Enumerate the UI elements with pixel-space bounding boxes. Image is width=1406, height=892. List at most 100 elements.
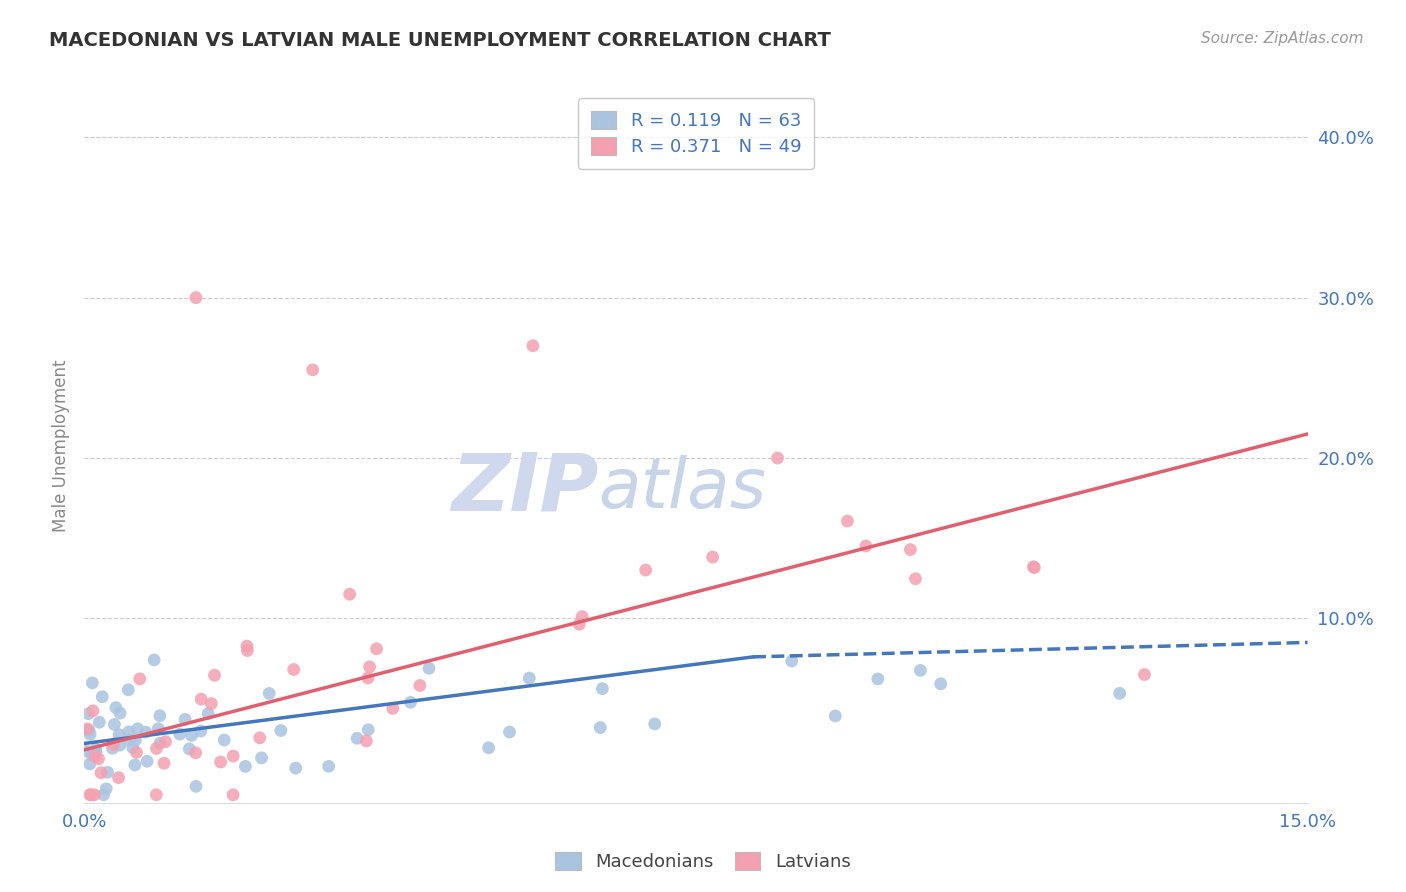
Point: [190, 724, 212, 739]
Text: ZIP: ZIP: [451, 450, 598, 528]
Point: [204, 668, 226, 682]
Point: [127, 722, 149, 736]
Point: [179, 742, 201, 756]
Point: [84, 749, 107, 764]
Point: [118, 724, 141, 739]
Point: [117, 682, 139, 697]
Y-axis label: Male Unemployment: Male Unemployment: [52, 359, 70, 533]
Point: [155, 735, 177, 749]
Point: [79, 788, 101, 802]
Point: [184, 746, 207, 760]
Point: [91, 690, 114, 704]
Point: [339, 587, 361, 601]
Point: [235, 759, 257, 773]
Point: [284, 761, 307, 775]
Point: [904, 572, 927, 586]
Point: [589, 721, 612, 735]
Point: [149, 708, 172, 723]
Point: [910, 664, 932, 678]
Point: [346, 731, 368, 746]
Point: [702, 550, 724, 565]
Legend: Macedonians, Latvians: Macedonians, Latvians: [548, 845, 858, 879]
Point: [108, 738, 131, 752]
Point: [222, 749, 245, 764]
Text: MACEDONIAN VS LATVIAN MALE UNEMPLOYMENT CORRELATION CHART: MACEDONIAN VS LATVIAN MALE UNEMPLOYMENT …: [49, 31, 831, 50]
Point: [153, 756, 176, 771]
Point: [236, 639, 259, 653]
Point: [118, 733, 141, 747]
Point: [90, 765, 112, 780]
Point: [77, 706, 100, 721]
Point: [381, 701, 404, 715]
Point: [212, 733, 235, 747]
Point: [184, 291, 207, 305]
Point: [108, 728, 131, 742]
Point: [478, 740, 501, 755]
Point: [80, 788, 103, 802]
Point: [571, 609, 593, 624]
Point: [418, 661, 440, 675]
Point: [190, 692, 212, 706]
Point: [257, 686, 280, 700]
Point: [209, 755, 232, 769]
Text: atlas: atlas: [598, 455, 766, 523]
Point: [1024, 560, 1046, 574]
Point: [79, 756, 101, 771]
Point: [82, 704, 104, 718]
Point: [318, 759, 340, 773]
Point: [145, 741, 167, 756]
Point: [93, 788, 115, 802]
Point: [149, 736, 172, 750]
Point: [145, 788, 167, 802]
Point: [197, 706, 219, 721]
Point: [135, 725, 157, 739]
Point: [82, 748, 104, 763]
Text: Source: ZipAtlas.com: Source: ZipAtlas.com: [1201, 31, 1364, 46]
Point: [498, 725, 520, 739]
Point: [866, 672, 889, 686]
Point: [103, 717, 125, 731]
Point: [121, 740, 143, 755]
Point: [766, 450, 789, 465]
Point: [79, 727, 101, 741]
Point: [76, 722, 98, 736]
Point: [359, 660, 381, 674]
Legend: R = 0.119   N = 63, R = 0.371   N = 49: R = 0.119 N = 63, R = 0.371 N = 49: [578, 98, 814, 169]
Point: [143, 653, 166, 667]
Point: [249, 731, 271, 745]
Point: [522, 339, 544, 353]
Point: [82, 676, 104, 690]
Point: [301, 363, 323, 377]
Point: [169, 727, 191, 741]
Point: [103, 738, 125, 752]
Point: [96, 781, 118, 796]
Point: [366, 641, 388, 656]
Point: [283, 663, 305, 677]
Point: [409, 678, 432, 692]
Point: [148, 722, 170, 736]
Point: [855, 539, 877, 553]
Point: [222, 788, 245, 802]
Point: [568, 617, 591, 632]
Point: [128, 672, 150, 686]
Point: [76, 744, 98, 758]
Point: [107, 771, 129, 785]
Point: [250, 751, 273, 765]
Point: [87, 752, 110, 766]
Point: [591, 681, 613, 696]
Point: [125, 746, 148, 760]
Point: [104, 700, 127, 714]
Point: [399, 695, 422, 709]
Point: [357, 723, 380, 737]
Point: [77, 723, 100, 738]
Point: [929, 677, 952, 691]
Point: [174, 713, 197, 727]
Point: [83, 788, 105, 802]
Point: [84, 745, 107, 759]
Point: [824, 709, 846, 723]
Point: [101, 741, 124, 756]
Point: [780, 654, 803, 668]
Point: [1133, 667, 1156, 681]
Point: [357, 671, 380, 685]
Point: [96, 765, 118, 780]
